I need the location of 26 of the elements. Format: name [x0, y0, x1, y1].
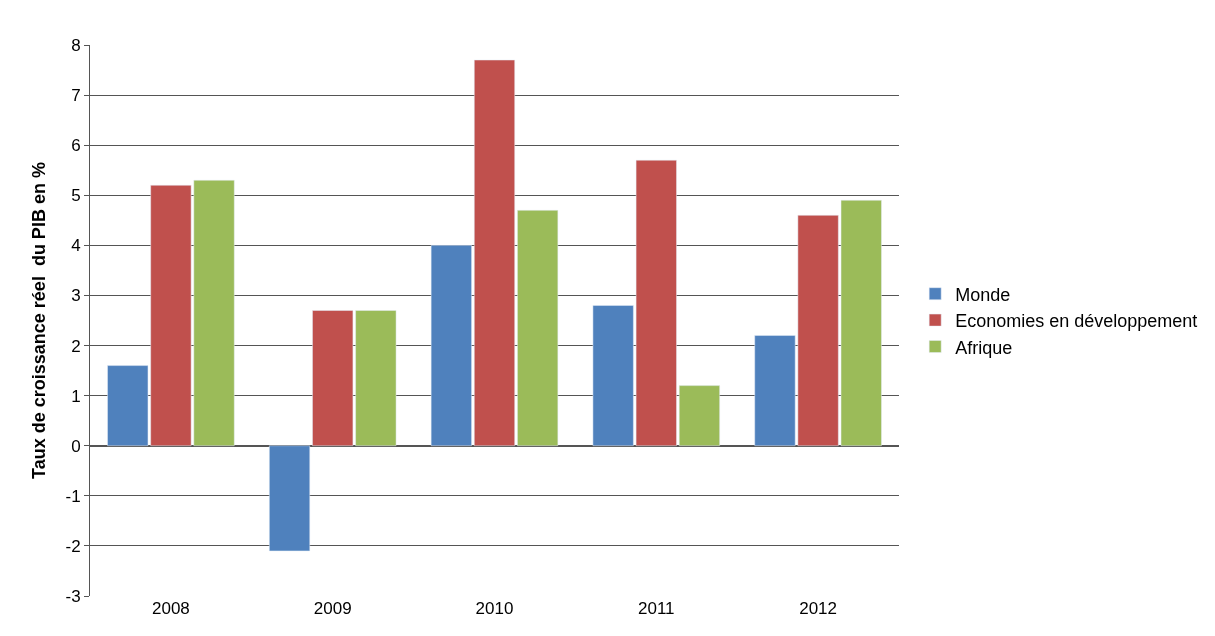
y-axis-title: Taux de croissance réel du PIB en %	[28, 162, 49, 479]
y-tick-label: 0	[71, 436, 81, 456]
x-tick-label: 2008	[151, 599, 190, 618]
bar	[474, 59, 515, 446]
y-tick-label: 2	[71, 336, 81, 356]
bar	[269, 445, 311, 552]
x-tick-label: 2010	[475, 599, 514, 618]
y-tick-label: -2	[65, 536, 81, 556]
y-tick-label: 3	[71, 286, 81, 306]
legend-label: Economies en développement	[955, 311, 1198, 332]
x-tick-label: 2012	[799, 599, 838, 618]
bar	[678, 385, 720, 446]
bar	[430, 245, 472, 446]
y-tick-label: -3	[65, 586, 81, 606]
bar	[517, 210, 559, 446]
x-tick-label: 2009	[313, 599, 352, 618]
legend-label: Monde	[955, 284, 1011, 305]
y-tick-label: -1	[65, 486, 81, 506]
y-tick-label: 4	[71, 236, 81, 256]
legend-label: Afrique	[955, 337, 1013, 358]
y-tick-label: 1	[71, 386, 81, 406]
y-tick-label: 6	[71, 136, 81, 156]
y-tick-label: 7	[71, 86, 81, 106]
y-tick-label: 5	[71, 186, 81, 206]
x-tick-label: 2011	[638, 599, 675, 618]
y-tick-label: 8	[71, 35, 81, 55]
